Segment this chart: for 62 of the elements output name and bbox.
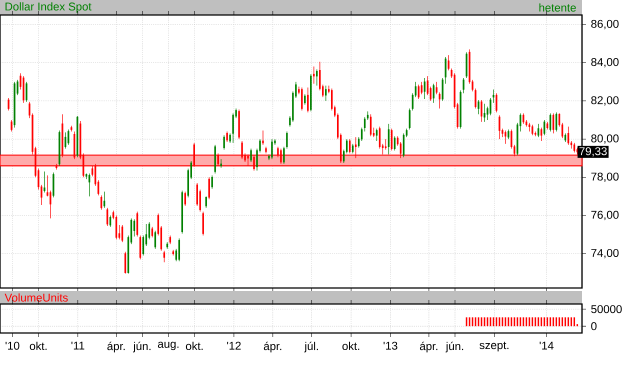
y-tick-label: 86,00 xyxy=(591,20,619,30)
x-tick-label: ápr. xyxy=(420,342,438,352)
candlestick xyxy=(301,87,303,111)
y-tick-label: 78,00 xyxy=(591,172,619,182)
x-tick-label: '14 xyxy=(540,342,554,350)
candlestick xyxy=(304,94,306,106)
x-tick-label: jún. xyxy=(446,342,464,352)
x-tick-label: '12 xyxy=(227,342,241,350)
candlestick xyxy=(223,134,225,150)
candlestick xyxy=(528,122,530,132)
x-tick-label: '13 xyxy=(384,342,398,350)
candlestick xyxy=(58,130,60,166)
chart-title: VolumeUnits xyxy=(4,293,68,302)
x-tick-label: jún. xyxy=(132,342,150,352)
y-tick-label: 82,00 xyxy=(591,96,619,106)
y-tick-label: 80,00 xyxy=(591,134,619,144)
x-tick-label: szept. xyxy=(480,342,508,352)
x-tick-label: '10 xyxy=(6,342,20,350)
candlestick xyxy=(76,116,78,158)
candlestick xyxy=(52,172,54,198)
x-tick-label: júl. xyxy=(304,342,318,352)
candlestick xyxy=(64,132,66,149)
candlestick xyxy=(70,125,72,132)
candlestick xyxy=(498,114,500,140)
candlestick xyxy=(220,158,222,168)
chart-title: Dollar Index Spot xyxy=(6,2,92,13)
candlestick xyxy=(22,76,24,104)
candlestick xyxy=(8,98,10,111)
candlestick xyxy=(478,100,480,115)
candlestick xyxy=(26,81,28,102)
candlestick xyxy=(262,130,264,146)
x-tick-label: aug. xyxy=(158,342,178,350)
candlestick xyxy=(496,92,498,113)
annotation: 79,33 xyxy=(579,147,607,157)
candlestick xyxy=(466,52,468,78)
chart-subtitle: hetente xyxy=(539,3,576,12)
candlestick xyxy=(232,112,234,144)
candlestick xyxy=(504,130,506,144)
y-tick-label: 74,00 xyxy=(591,248,619,258)
x-tick-label: okt. xyxy=(342,342,360,350)
candlestick xyxy=(10,120,12,132)
x-tick-label: okt. xyxy=(30,342,47,350)
candlestick xyxy=(522,112,524,124)
x-tick-label: '11 xyxy=(71,342,84,350)
y-tick-label: 0 xyxy=(591,322,597,330)
x-tick-label: ápr. xyxy=(107,342,125,352)
candlestick xyxy=(14,81,16,128)
y-tick-label: 84,00 xyxy=(591,58,619,68)
y-tick-label: 50000 xyxy=(591,305,622,314)
candlestick xyxy=(444,56,446,84)
candlestick xyxy=(226,131,228,142)
candlestick xyxy=(68,129,70,146)
x-tick-label: okt. xyxy=(186,342,203,350)
x-tick-label: ápr. xyxy=(264,342,282,352)
candlestick xyxy=(484,103,486,122)
candlestick xyxy=(480,100,482,122)
candlestick xyxy=(238,109,240,140)
candlestick xyxy=(271,138,273,160)
candlestick xyxy=(44,171,46,193)
candlestick xyxy=(250,148,252,162)
y-tick-label: 76,00 xyxy=(591,210,619,220)
candlestick xyxy=(508,129,510,140)
